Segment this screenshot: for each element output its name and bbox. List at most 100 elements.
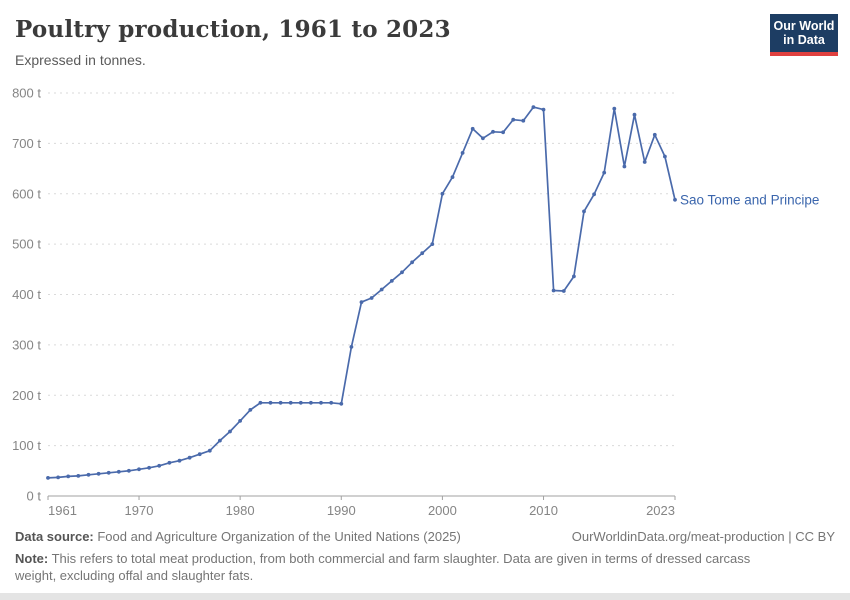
data-point bbox=[207, 448, 212, 453]
data-point bbox=[521, 118, 526, 123]
data-line bbox=[47, 106, 676, 479]
data-point bbox=[622, 164, 627, 169]
line-chart-canvas: 0 t 100 t 200 t 300 t 400 t 500 t 600 t 700 t 80… bbox=[12, 86, 819, 519]
y-axis-tick-label: 100 t bbox=[12, 438, 41, 453]
data-point bbox=[501, 130, 505, 135]
data-point bbox=[511, 117, 516, 122]
data-point bbox=[592, 192, 596, 197]
owid-logo-line2: in Data bbox=[783, 33, 825, 48]
data-point bbox=[278, 400, 283, 405]
x-axis-tick-label: 1990 bbox=[327, 503, 356, 518]
data-point bbox=[167, 460, 172, 465]
data-source-label: Data source: bbox=[15, 529, 94, 544]
data-point bbox=[359, 300, 364, 304]
data-point bbox=[430, 242, 435, 247]
data-point bbox=[218, 438, 222, 443]
page-title: Poultry production, 1961 to 2023 bbox=[15, 16, 451, 43]
data-point bbox=[410, 260, 414, 265]
x-axis-tick-label: 1970 bbox=[125, 503, 154, 518]
y-axis-tick-label: 800 t bbox=[12, 86, 41, 101]
data-point bbox=[450, 175, 455, 179]
chart-note: Note: This refers to total meat producti… bbox=[15, 551, 793, 585]
data-point bbox=[187, 455, 192, 460]
x-axis-tick-label: 2000 bbox=[428, 503, 457, 518]
data-source-text: Food and Agriculture Organization of the… bbox=[93, 529, 461, 544]
data-point bbox=[46, 476, 50, 480]
data-point bbox=[86, 472, 91, 477]
bottom-divider bbox=[0, 593, 850, 600]
chart-footer: Data source: Food and Agriculture Organi… bbox=[15, 529, 835, 585]
data-point bbox=[379, 287, 384, 292]
data-point bbox=[177, 458, 182, 463]
data-point bbox=[460, 151, 465, 155]
data-point bbox=[137, 467, 141, 472]
data-point bbox=[389, 279, 394, 283]
x-axis-tick-label: 2010 bbox=[529, 503, 558, 518]
note-label: Note: bbox=[15, 551, 49, 566]
series-label: Sao Tome and Principe bbox=[680, 192, 819, 207]
owid-link[interactable]: OurWorldinData.org/meat-production | CC … bbox=[571, 529, 835, 544]
data-point bbox=[420, 251, 425, 256]
owid-logo: Our World in Data bbox=[770, 14, 838, 56]
data-point bbox=[309, 400, 313, 405]
data-point bbox=[652, 132, 657, 137]
data-point bbox=[106, 470, 111, 475]
data-point bbox=[541, 107, 546, 112]
data-point bbox=[663, 154, 667, 159]
data-point bbox=[561, 289, 566, 293]
y-axis-tick-label: 500 t bbox=[12, 237, 41, 252]
data-point bbox=[288, 400, 293, 405]
data-point bbox=[602, 170, 607, 175]
data-point bbox=[551, 288, 556, 293]
data-point bbox=[268, 400, 273, 405]
chart-header: Poultry production, 1961 to 2023 Express… bbox=[15, 16, 760, 68]
y-axis-tick-label: 700 t bbox=[12, 136, 41, 151]
owid-logo-line1: Our World bbox=[773, 19, 835, 33]
data-point bbox=[258, 400, 263, 405]
data-point bbox=[481, 136, 485, 141]
data-point bbox=[400, 270, 404, 275]
data-point bbox=[248, 408, 253, 412]
y-axis-tick-label: 400 t bbox=[12, 287, 41, 302]
chart-subtitle: Expressed in tonnes. bbox=[15, 52, 146, 68]
source-row: Data source: Food and Agriculture Organi… bbox=[15, 529, 835, 544]
chart-area: 0 t 100 t 200 t 300 t 400 t 500 t 600 t 700 t 80… bbox=[0, 85, 850, 525]
data-point bbox=[238, 419, 243, 423]
data-point bbox=[56, 475, 60, 480]
data-point bbox=[319, 400, 323, 405]
data-point bbox=[228, 429, 232, 434]
data-point bbox=[76, 474, 81, 478]
data-point bbox=[369, 296, 374, 300]
data-point bbox=[157, 463, 162, 468]
data-point bbox=[349, 345, 354, 349]
data-point bbox=[531, 105, 536, 109]
data-point bbox=[116, 469, 121, 474]
y-axis-tick-label: 0 t bbox=[27, 489, 42, 504]
data-point bbox=[612, 106, 617, 111]
y-axis-tick-label: 200 t bbox=[12, 388, 41, 403]
data-point bbox=[582, 209, 586, 214]
data-point bbox=[491, 129, 495, 134]
y-axis-tick-label: 600 t bbox=[12, 186, 41, 201]
data-source: Data source: Food and Agriculture Organi… bbox=[15, 529, 461, 544]
data-point bbox=[470, 126, 475, 131]
data-point bbox=[642, 160, 647, 164]
data-point bbox=[339, 401, 344, 406]
x-axis-tick-label: 1961 bbox=[48, 503, 77, 518]
data-point bbox=[572, 274, 576, 279]
data-point bbox=[329, 400, 334, 405]
x-axis-tick-label: 2023 bbox=[646, 503, 675, 518]
data-point bbox=[298, 400, 303, 405]
x-axis-tick-label: 1980 bbox=[226, 503, 255, 518]
data-point bbox=[673, 197, 677, 202]
note-text: This refers to total meat production, fr… bbox=[15, 551, 751, 583]
data-point bbox=[632, 112, 637, 117]
data-point bbox=[197, 452, 202, 457]
data-point bbox=[96, 471, 101, 476]
data-point bbox=[66, 474, 71, 479]
data-point bbox=[440, 191, 445, 196]
data-point bbox=[147, 465, 152, 470]
data-point bbox=[126, 468, 131, 473]
y-axis-tick-label: 300 t bbox=[12, 337, 41, 352]
